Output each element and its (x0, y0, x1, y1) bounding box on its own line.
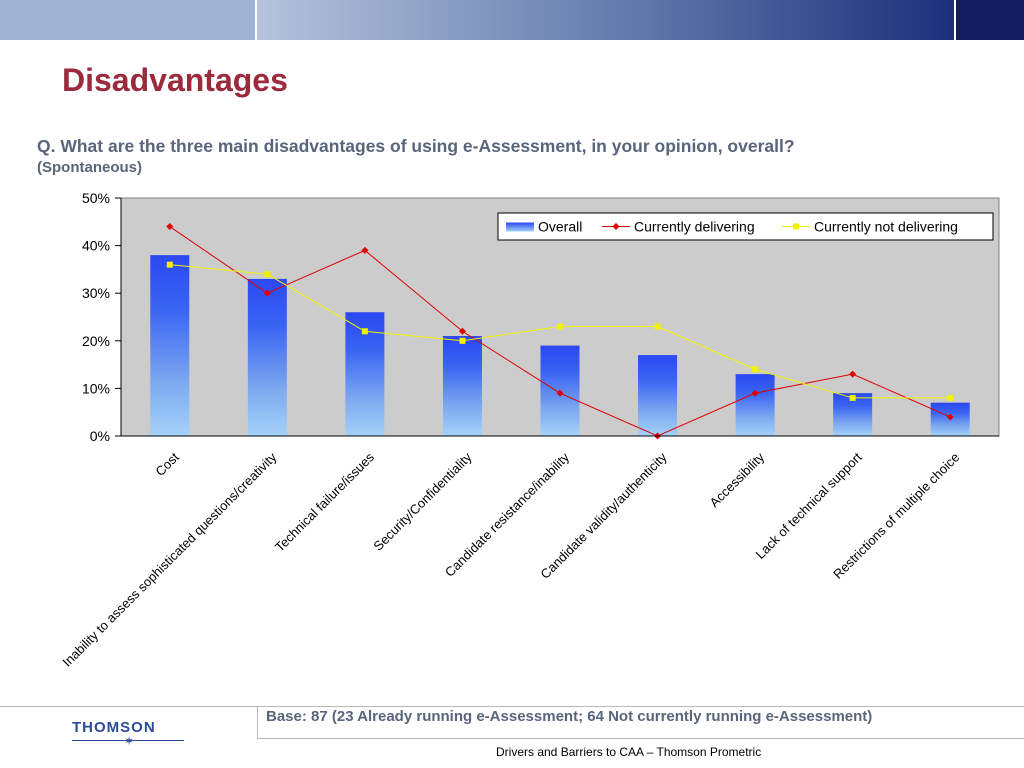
point-currently-not-delivering (459, 337, 466, 344)
point-currently-not-delivering (752, 366, 759, 373)
legend: Overall Currently delivering Currently not… (497, 212, 994, 241)
y-tick-label: 40% (82, 238, 110, 254)
x-category-label: Inability to assess sophisticated questi… (59, 449, 279, 669)
y-tick-label: 0% (90, 428, 110, 444)
legend-label-overall: Overall (538, 219, 582, 235)
point-currently-delivering (263, 289, 271, 297)
y-tick-label: 10% (82, 380, 110, 396)
top-banner (0, 0, 1024, 40)
x-category-label: Security/Confidentiality (370, 449, 474, 553)
x-category-label: Cost (152, 449, 182, 479)
x-category-label: Technical failure/issues (272, 449, 377, 554)
series-lines (166, 223, 954, 440)
footer-divider-vertical (257, 706, 258, 738)
legend-label-not-delivering: Currently not delivering (814, 219, 958, 235)
legend-label-delivering: Currently delivering (634, 219, 755, 235)
y-tick-label: 30% (82, 285, 110, 301)
point-currently-not-delivering (849, 394, 856, 401)
question-subtext: (Spontaneous) (37, 159, 142, 176)
bar-overall (442, 336, 482, 436)
point-currently-not-delivering (947, 394, 954, 401)
logo-wordmark: THOMSON (72, 719, 156, 736)
point-currently-delivering (556, 389, 564, 397)
point-currently-delivering (166, 223, 174, 231)
bar-overall (735, 374, 775, 436)
point-currently-delivering (849, 370, 857, 378)
banner-segment-gradient (257, 0, 954, 40)
banner-segment-light (0, 0, 255, 40)
point-currently-not-delivering (654, 323, 661, 330)
point-currently-delivering (946, 413, 954, 421)
x-category-label: Accessibility (707, 449, 768, 510)
base-note: Base: 87 (23 Already running e-Assessmen… (266, 708, 873, 725)
point-currently-delivering (751, 389, 759, 397)
page-title: Disadvantages (62, 62, 288, 98)
bars-overall (150, 255, 970, 436)
point-currently-not-delivering (166, 261, 173, 268)
thomson-logo: THOMSON ✶ (72, 719, 192, 751)
y-tick-label: 20% (82, 333, 110, 349)
legend-marker-not-delivering (793, 223, 799, 230)
bar-overall (638, 355, 678, 436)
bar-overall (150, 255, 190, 436)
footer-divider (0, 706, 1024, 707)
point-currently-not-delivering (361, 328, 368, 335)
x-category-label: Lack of technical support (752, 449, 865, 562)
point-currently-delivering (361, 246, 369, 254)
legend-marker-delivering (612, 223, 620, 230)
point-currently-not-delivering (557, 323, 563, 330)
legend-box (497, 212, 994, 241)
banner-segment-dark (956, 0, 1024, 40)
footer-divider-lower (257, 738, 1024, 739)
footer-caption: Drivers and Barriers to CAA – Thomson Pr… (496, 745, 762, 759)
question-text: Q. What are the three main disadvantages… (37, 136, 795, 156)
logo-underline (72, 740, 184, 741)
y-tick-label: 50% (82, 190, 110, 206)
legend-swatch-overall (506, 222, 534, 232)
bar-overall (247, 278, 287, 436)
point-currently-not-delivering (264, 271, 271, 278)
point-currently-delivering (458, 327, 466, 335)
y-axis: 0% 10% 20% 30% 40% 50% (82, 190, 122, 444)
logo-star-icon: ✶ (124, 734, 135, 748)
